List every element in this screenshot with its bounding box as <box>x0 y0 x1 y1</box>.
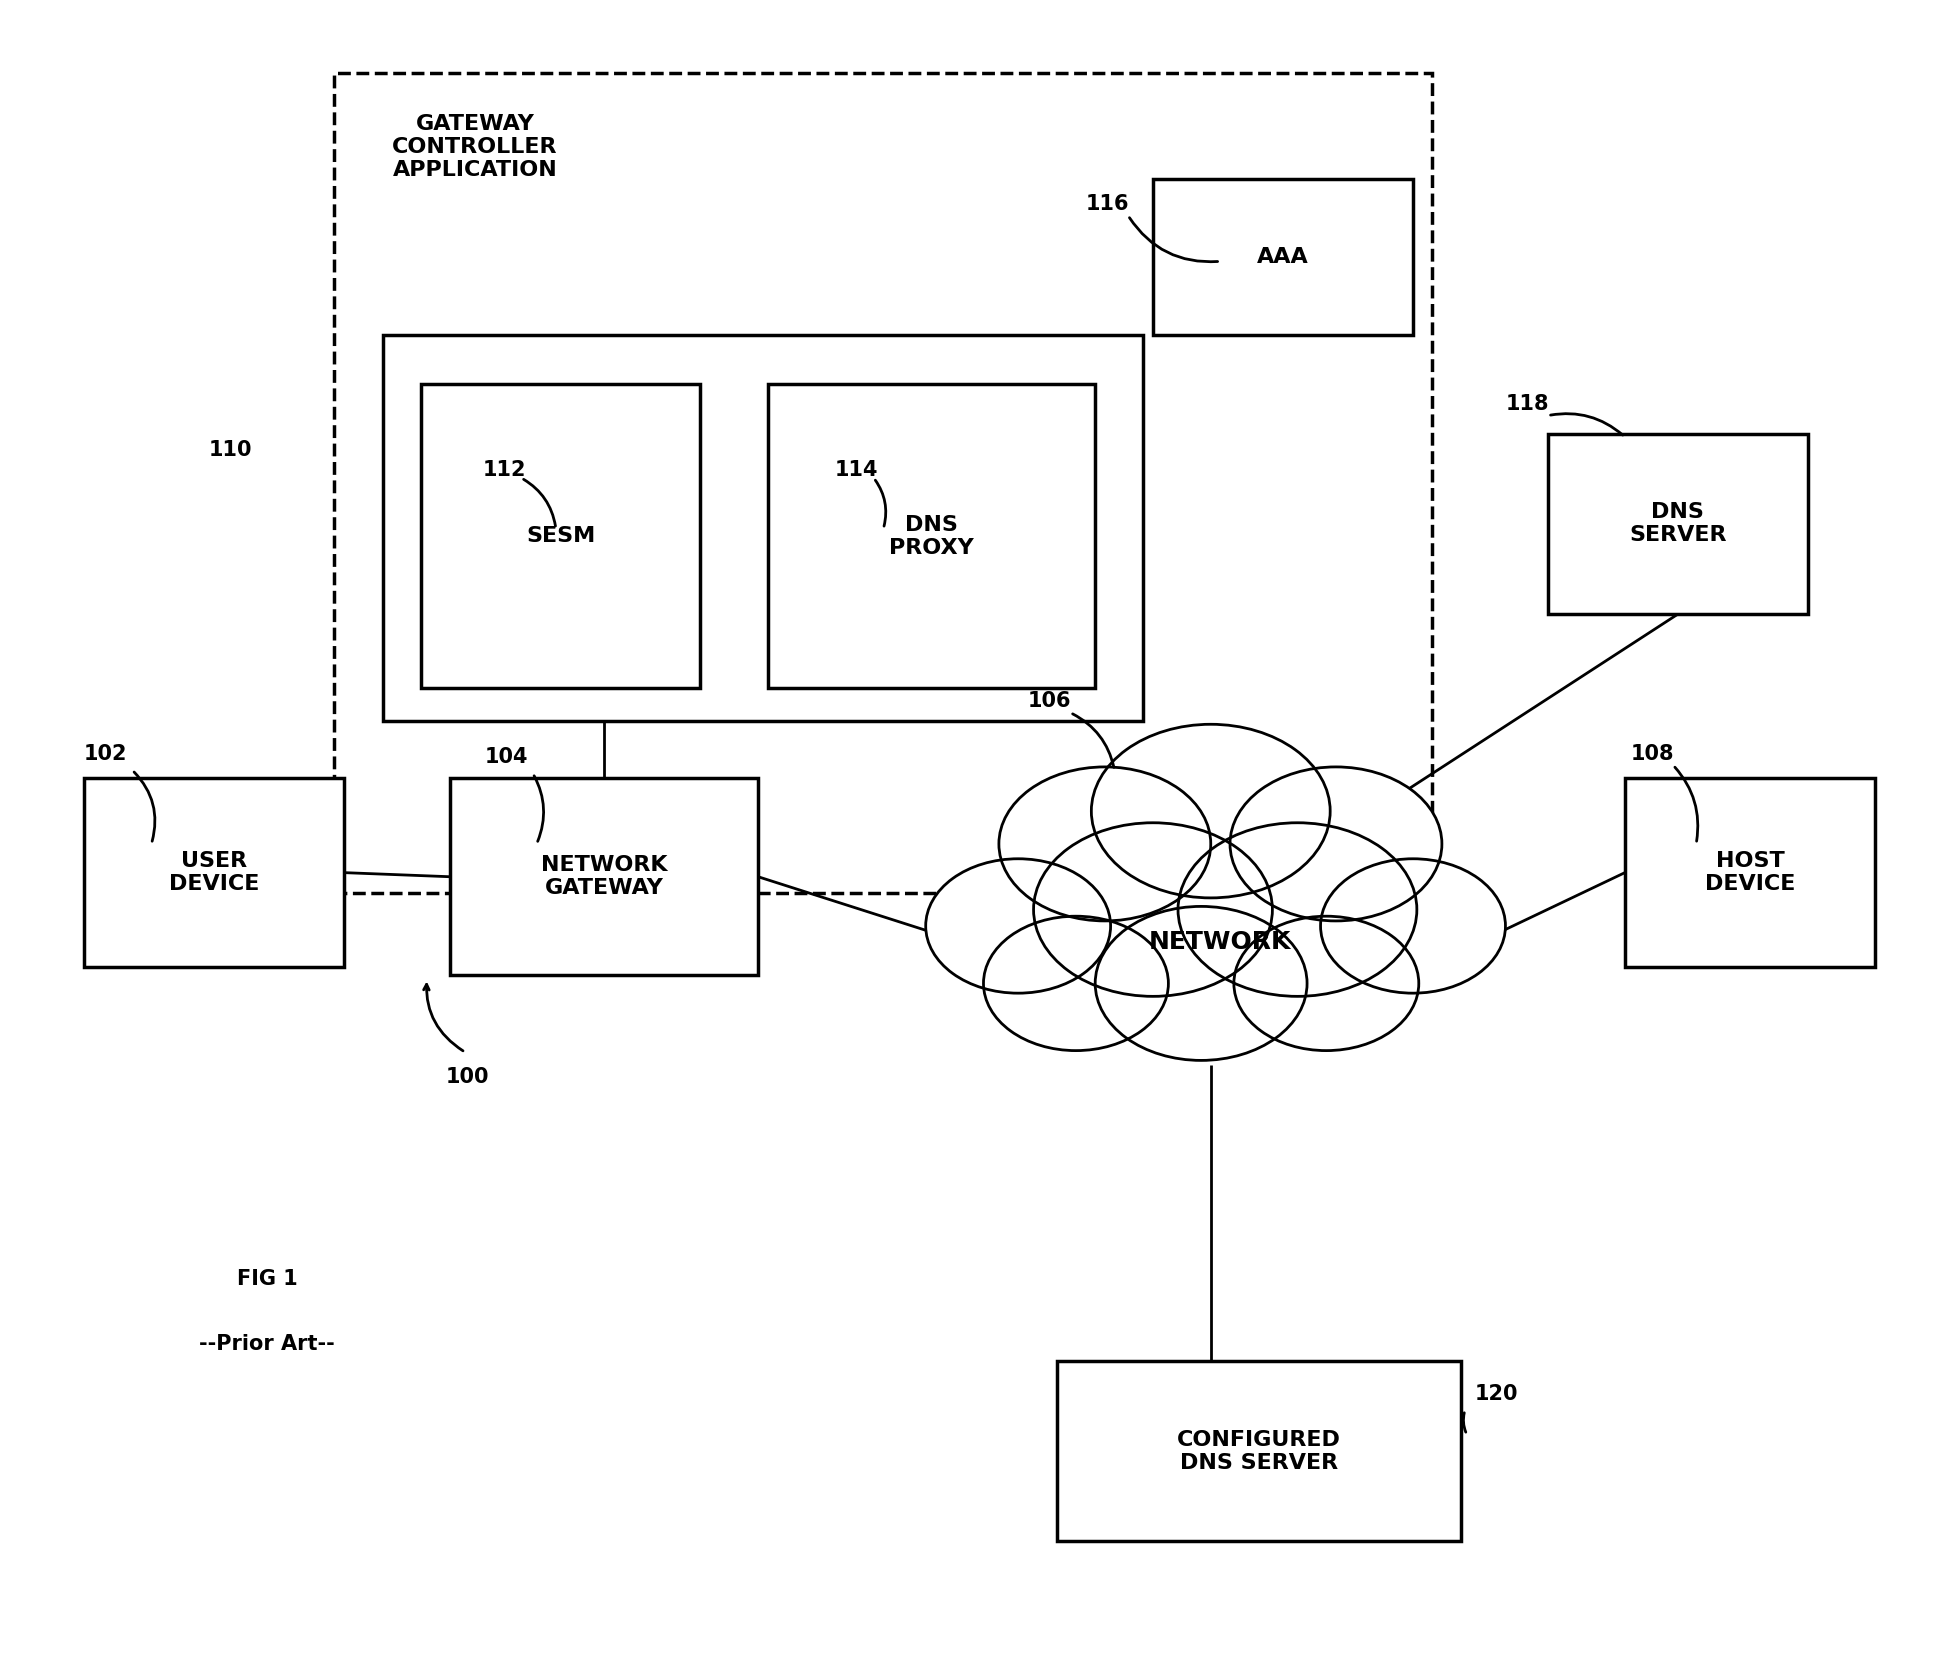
Text: 120: 120 <box>1474 1384 1518 1403</box>
Text: 100: 100 <box>446 1067 489 1087</box>
Text: AAA: AAA <box>1256 247 1309 266</box>
Ellipse shape <box>999 766 1210 920</box>
Text: NETWORK: NETWORK <box>1148 930 1291 955</box>
FancyBboxPatch shape <box>382 336 1142 722</box>
Text: NETWORK
GATEWAY: NETWORK GATEWAY <box>541 856 667 899</box>
Ellipse shape <box>1229 766 1441 920</box>
Text: 116: 116 <box>1086 194 1128 213</box>
Text: DNS
PROXY: DNS PROXY <box>888 515 973 558</box>
Text: 112: 112 <box>483 460 525 480</box>
Ellipse shape <box>1092 725 1330 899</box>
Ellipse shape <box>925 859 1109 993</box>
Text: HOST
DEVICE: HOST DEVICE <box>1704 851 1794 894</box>
Text: 102: 102 <box>83 743 128 763</box>
FancyBboxPatch shape <box>1547 434 1807 614</box>
FancyBboxPatch shape <box>1152 179 1412 336</box>
FancyBboxPatch shape <box>450 778 758 975</box>
FancyBboxPatch shape <box>768 384 1096 688</box>
Ellipse shape <box>1233 917 1417 1051</box>
FancyBboxPatch shape <box>83 778 343 967</box>
Text: 104: 104 <box>485 746 527 766</box>
Text: 114: 114 <box>836 460 878 480</box>
Text: USER
DEVICE: USER DEVICE <box>169 851 260 894</box>
Ellipse shape <box>1320 859 1505 993</box>
Ellipse shape <box>1096 907 1307 1061</box>
Text: CONFIGURED
DNS SERVER: CONFIGURED DNS SERVER <box>1177 1430 1340 1473</box>
Text: 108: 108 <box>1631 743 1673 763</box>
Text: FIG 1: FIG 1 <box>237 1269 297 1289</box>
Text: 110: 110 <box>209 440 252 460</box>
Text: DNS
SERVER: DNS SERVER <box>1629 503 1726 546</box>
Ellipse shape <box>1177 823 1415 996</box>
FancyBboxPatch shape <box>1625 778 1875 967</box>
Ellipse shape <box>1033 823 1272 996</box>
Ellipse shape <box>983 917 1167 1051</box>
Text: GATEWAY
CONTROLLER
APPLICATION: GATEWAY CONTROLLER APPLICATION <box>392 114 556 180</box>
Text: --Prior Art--: --Prior Art-- <box>200 1334 335 1354</box>
Text: 118: 118 <box>1505 394 1547 414</box>
FancyBboxPatch shape <box>334 73 1431 894</box>
Text: 106: 106 <box>1028 692 1070 712</box>
Text: SESM: SESM <box>525 526 595 546</box>
FancyBboxPatch shape <box>421 384 700 688</box>
FancyBboxPatch shape <box>1057 1360 1460 1541</box>
